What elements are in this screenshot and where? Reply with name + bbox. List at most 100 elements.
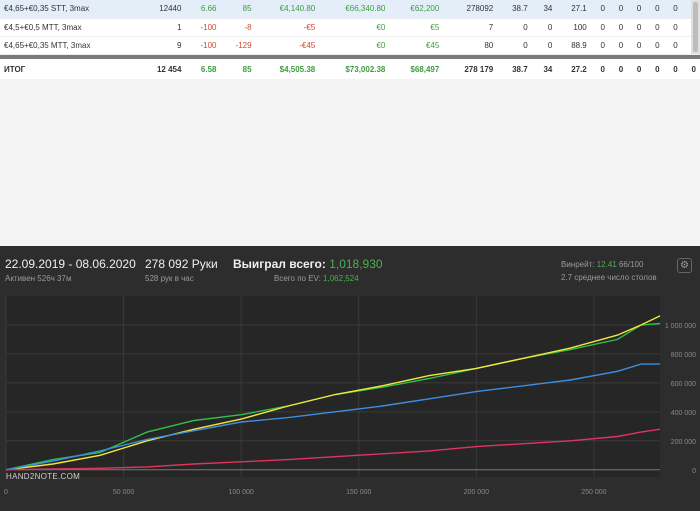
tables-average: 2.7 среднее число столов	[561, 273, 657, 282]
x-tick-label: 100 000	[229, 489, 254, 496]
y-tick-label: 800 000	[671, 352, 696, 359]
table-cell: 0	[663, 0, 682, 19]
table-cell: €4,140.80	[255, 0, 320, 19]
table-cell: 0	[663, 18, 682, 37]
table-cell: -€45	[255, 36, 320, 55]
table-cell: 0	[590, 36, 609, 55]
table-cell: 1	[138, 18, 186, 37]
total-row[interactable]: ИТОГ 12 454 6.58 85 $4,505.38 $73,002.38 $68,4…	[0, 59, 700, 79]
table-cell: 0	[618, 64, 624, 74]
table-cell: €5	[389, 18, 444, 37]
table-cell: 0	[608, 0, 628, 19]
winrate-value: 12.41	[596, 260, 617, 269]
table-cell: €0	[319, 18, 390, 37]
series-line-3	[5, 363, 660, 471]
table-cell: 0	[590, 18, 609, 37]
table-cell: 34	[531, 0, 557, 19]
ev-total: Всего по EV: 1,062,524	[274, 274, 359, 283]
table-scrollbar[interactable]	[691, 0, 700, 54]
table-cell: 0	[645, 0, 664, 19]
x-tick-label: 150 000	[346, 489, 371, 496]
table-cell: 80	[443, 36, 498, 55]
table-cell: 0	[590, 0, 609, 19]
table-cell: 0	[691, 64, 696, 74]
y-tick-label: 0	[692, 468, 696, 475]
table-cell: -129	[220, 36, 256, 55]
table-cell: 7	[443, 18, 498, 37]
x-tick-label: 0	[4, 489, 8, 496]
table-row[interactable]: €4,65+€0,35 STT, 3max 12440 6.66 85 €4,140.8…	[0, 0, 700, 19]
series-line-2	[5, 315, 661, 471]
table-cell: 27.2	[571, 64, 587, 74]
ev-value: 1,062,524	[323, 274, 359, 283]
table-cell: 0	[531, 36, 557, 55]
table-cell: 278 179	[464, 64, 494, 74]
series-line-4	[5, 428, 661, 471]
table-cell: 6.58	[200, 64, 217, 74]
table-cell: -8	[220, 18, 256, 37]
winrate-label: Винрейт:	[561, 260, 595, 269]
table-cell: €62,200	[389, 0, 444, 19]
y-tick-label: 600 000	[671, 381, 696, 388]
table-row[interactable]: €4,5+€0,5 MTT, 3max 1 -100 -8 -€5 €0 €5 7 0 0 100 0…	[0, 18, 700, 37]
table-cell: $4,505.38	[279, 64, 316, 74]
row-label: €4,65+€0,35 STT, 3max	[0, 0, 139, 19]
scrollbar-thumb[interactable]	[693, 2, 698, 52]
table-cell: 0	[497, 36, 532, 55]
table-cell: €66,340.80	[319, 0, 390, 19]
table-cell: -100	[185, 36, 221, 55]
table-cell: 0	[497, 18, 532, 37]
table-cell: 85	[242, 64, 252, 74]
stats-table: €4,65+€0,35 STT, 3max 12440 6.66 85 €4,140.8…	[0, 0, 700, 79]
date-range: 22.09.2019 - 08.06.2020	[5, 257, 136, 271]
table-cell: 0	[627, 36, 646, 55]
table-cell: €0	[319, 36, 390, 55]
table-cell: 85	[220, 0, 256, 19]
table-cell: 27.1	[556, 0, 591, 19]
table-cell: 34	[543, 64, 553, 74]
won-label: Выиграл всего:	[233, 257, 326, 271]
y-tick-label: 1 000 000	[665, 323, 696, 330]
graph-panel: 0 50 000 100 000 150 000 200 000 250 000 0 200 …	[0, 246, 700, 511]
active-time: Активен 526ч 37м	[5, 274, 72, 283]
table-cell: 0	[627, 0, 646, 19]
gear-icon[interactable]: ⚙	[677, 258, 692, 273]
table-cell: 6.66	[185, 0, 221, 19]
table-cell: 0	[600, 64, 605, 74]
won-total: Выиграл всего: 1,018,930	[233, 257, 383, 271]
table-cell: 100	[556, 18, 591, 37]
table-cell: 88.9	[556, 36, 591, 55]
won-value: 1,018,930	[329, 257, 383, 271]
hand2note-logo: HAND2NOTE.COM	[6, 472, 81, 481]
separator-bar	[0, 54, 700, 59]
profit-chart: 0 50 000 100 000 150 000 200 000 250 000 0 200 …	[4, 296, 696, 496]
table-cell: 0	[627, 18, 646, 37]
hands-per-hour: 528 рук в час	[145, 274, 194, 283]
table-cell: 0	[608, 18, 628, 37]
table-cell: 38.7	[512, 64, 528, 74]
table-cell: 12 454	[156, 64, 182, 74]
x-tick-label: 50 000	[113, 489, 135, 496]
table-cell: -100	[185, 18, 221, 37]
table-cell: 0	[645, 36, 664, 55]
winrate: Винрейт: 12.41 66/100	[561, 260, 643, 269]
table-cell: 12440	[138, 0, 186, 19]
winrate-extra: 66/100	[618, 260, 644, 269]
row-label: ИТОГ	[4, 64, 26, 74]
table-cell: 0	[608, 36, 628, 55]
table-cell: 0	[663, 36, 682, 55]
table-cell: -€5	[255, 18, 320, 37]
table-cell: $68,497	[410, 64, 440, 74]
table-cell: 0	[645, 18, 664, 37]
row-label: €4,5+€0,5 MTT, 3max	[0, 18, 139, 37]
y-tick-label: 200 000	[671, 439, 696, 446]
table-cell: 38.7	[497, 0, 532, 19]
table-cell: 278092	[443, 0, 498, 19]
y-tick-label: 400 000	[671, 410, 696, 417]
table-cell: 0	[531, 18, 557, 37]
hands-count: 278 092 Руки	[145, 257, 218, 271]
row-label: €4,65+€0,35 MTT, 3max	[0, 36, 139, 55]
table-row[interactable]: €4,65+€0,35 MTT, 3max 9 -100 -129 -€45 €0 €45 8…	[0, 36, 700, 55]
table-separator	[0, 54, 700, 59]
